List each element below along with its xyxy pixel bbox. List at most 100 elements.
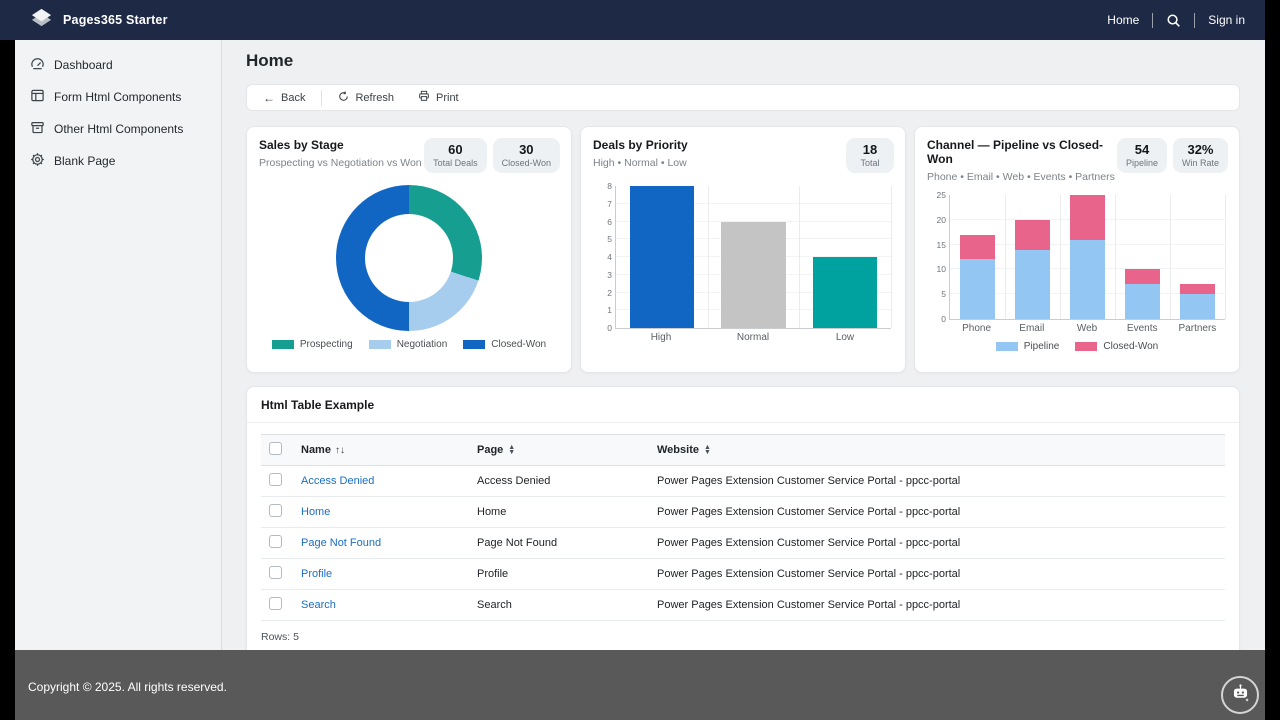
toolbar-divider — [321, 89, 323, 106]
y-axis-tick: 1 — [607, 305, 612, 316]
column-header-name[interactable]: Name ↑↓ — [293, 434, 469, 466]
bar-events — [1125, 269, 1160, 285]
back-arrow-icon: ← — [263, 90, 275, 105]
print-button[interactable]: Print — [406, 85, 471, 110]
sidebar-item-blank-page[interactable]: Blank Page — [15, 145, 221, 177]
row-checkbox[interactable] — [269, 597, 282, 610]
html-table: Name ↑↓ Page ▲ ▼ Website ▲ ▼ Access Denied Acc… — [261, 434, 1225, 621]
sales-donut-chart — [336, 185, 482, 331]
nav-home-link[interactable]: Home — [1107, 13, 1140, 27]
y-axis-tick: 25 — [936, 190, 946, 200]
card-deals-by-priority: Deals by Priority High • Normal • Low 18… — [580, 126, 906, 373]
card-subtitle: Phone • Email • Web • Events • Partners — [927, 171, 1115, 183]
nav-signin-link[interactable]: Sign in — [1208, 13, 1245, 27]
brand-logo-icon — [30, 6, 53, 34]
form-icon — [30, 88, 45, 106]
select-all-checkbox[interactable] — [269, 442, 282, 455]
bar-web — [1070, 195, 1105, 240]
row-checkbox[interactable] — [269, 504, 282, 517]
sort-icon: ▲ ▼ — [703, 444, 711, 457]
bar-phone — [960, 259, 995, 319]
x-axis-label: Normal — [736, 332, 770, 343]
priority-bar-chart: 0 1 2 3 4 5 6 7 8 — [607, 181, 892, 333]
y-axis-tick: 3 — [607, 269, 612, 280]
legend-item: Prospecting — [271, 339, 353, 350]
x-axis-label: Partners — [1178, 323, 1217, 334]
sidebar-item-form-html-components[interactable]: Form Html Components — [15, 81, 221, 113]
printer-icon — [418, 90, 430, 105]
legend-item: Pipeline — [995, 341, 1060, 352]
y-axis-tick: 10 — [936, 264, 946, 275]
stat-badge: 54 Pipeline — [1116, 138, 1167, 173]
y-axis-tick: 0 — [607, 323, 612, 333]
y-axis-tick: 4 — [607, 252, 612, 262]
nav-divider — [1152, 12, 1154, 28]
y-axis-tick: 0 — [941, 314, 946, 324]
site-footer: Copyright © 2025. All rights reserved. — [15, 650, 1265, 720]
refresh-button[interactable]: Refresh — [326, 85, 406, 110]
legend-swatch — [368, 340, 391, 349]
sidebar-item-other-html-components[interactable]: Other Html Components — [15, 113, 221, 145]
row-checkbox[interactable] — [269, 535, 282, 548]
refresh-icon — [338, 90, 349, 105]
y-axis-tick: 5 — [941, 289, 946, 300]
archive-box-icon — [30, 120, 45, 138]
column-header-page[interactable]: Page ▲ ▼ — [469, 434, 649, 466]
main-content: Home ← Back Refresh — [222, 40, 1265, 650]
legend-item: Closed-Won — [1075, 341, 1158, 352]
y-axis-tick: 20 — [936, 214, 946, 225]
page-cell: Home — [469, 496, 649, 528]
page-name-link[interactable]: Search — [301, 599, 336, 611]
card-subtitle: Prospecting vs Negotiation vs Won — [259, 157, 422, 169]
brand[interactable]: Pages365 Starter — [30, 6, 168, 34]
stat-badge: 32% Win Rate — [1172, 138, 1228, 173]
sales-legend: Prospecting Negotiation Closed-Won — [247, 339, 571, 350]
robot-icon — [1230, 682, 1251, 708]
page-name-link[interactable]: Access Denied — [301, 475, 375, 487]
page-name-link[interactable]: Profile — [301, 568, 333, 580]
y-axis-tick: 6 — [607, 216, 612, 227]
table-card: Html Table Example Name ↑↓ Page ▲ ▼ Website… — [246, 386, 1240, 650]
row-checkbox[interactable] — [269, 473, 282, 486]
x-axis-label: Low — [835, 332, 855, 343]
bar-high — [629, 186, 694, 328]
chatbot-button[interactable] — [1221, 676, 1259, 714]
sort-asc-icon: ↑↓ — [334, 445, 345, 456]
gauge-icon — [30, 56, 45, 74]
sidebar-item-dashboard[interactable]: Dashboard — [15, 49, 221, 81]
top-navbar: Pages365 Starter Home Sign in — [0, 0, 1265, 40]
bar-partners — [1180, 294, 1215, 319]
back-button[interactable]: ← Back — [263, 90, 306, 105]
bar-web — [1070, 239, 1105, 319]
stat-badges: 54 Pipeline 32% Win Rate — [1116, 138, 1228, 173]
table-body: Access Denied Access Denied Power Pages Ex… — [261, 465, 1225, 621]
sidebar-item-label: Other Html Components — [54, 122, 184, 136]
row-checkbox[interactable] — [269, 566, 282, 579]
x-axis-label: High — [650, 332, 672, 343]
stat-badge: 18 Total — [846, 138, 894, 173]
search-icon[interactable] — [1166, 13, 1181, 28]
sidebar-item-label: Blank Page — [54, 154, 116, 168]
priority-x-labels: High Normal Low — [615, 332, 891, 343]
bar-phone — [960, 234, 995, 260]
card-channel-pipeline: Channel — Pipeline vs Closed-Won Phone •… — [914, 126, 1240, 373]
rows-count: Rows: 5 — [261, 631, 299, 643]
legend-swatch — [995, 342, 1018, 351]
card-title: Deals by Priority — [593, 138, 688, 152]
sort-icon: ▲ ▼ — [508, 444, 516, 457]
bar-events — [1125, 284, 1160, 319]
legend-label: Closed-Won — [1103, 341, 1159, 352]
stat-badges: 18 Total — [846, 138, 894, 173]
website-cell: Power Pages Extension Customer Service P… — [649, 527, 1225, 559]
legend-label: Prospecting — [299, 339, 353, 350]
legend-swatch — [1075, 342, 1098, 351]
legend-swatch — [271, 340, 294, 349]
donut-hole — [365, 214, 453, 302]
bar-low — [813, 257, 878, 328]
page-name-link[interactable]: Page Not Found — [301, 537, 382, 549]
page-cell: Profile — [469, 558, 649, 590]
column-header-website[interactable]: Website ▲ ▼ — [649, 434, 1225, 466]
page-name-link[interactable]: Home — [301, 506, 331, 518]
legend-label: Pipeline — [1023, 341, 1060, 352]
nav-divider — [1194, 12, 1196, 28]
